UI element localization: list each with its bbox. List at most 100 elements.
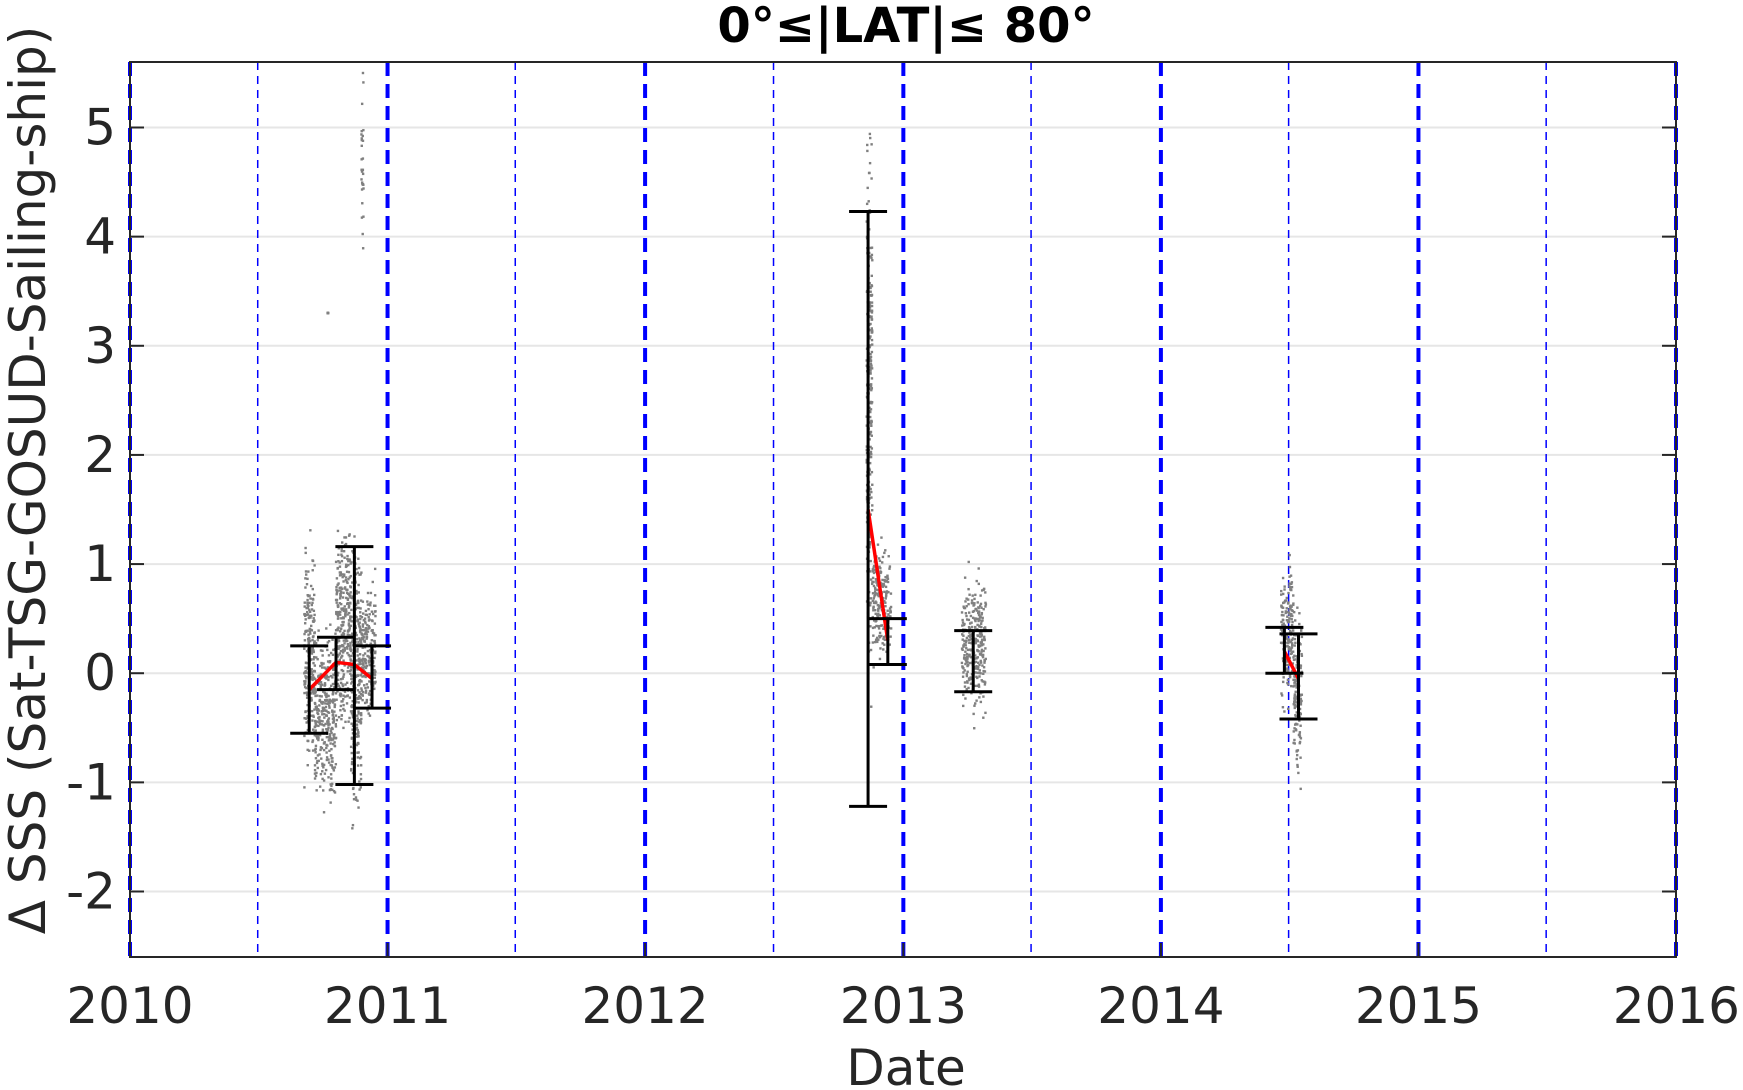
- data-point: [333, 741, 336, 744]
- data-point: [331, 760, 334, 763]
- data-point: [1291, 614, 1294, 618]
- data-point: [322, 766, 325, 769]
- data-point: [336, 614, 340, 617]
- data-point: [356, 728, 359, 732]
- data-point: [1290, 618, 1293, 621]
- data-point: [868, 356, 872, 359]
- data-point: [1286, 683, 1290, 686]
- data-point: [362, 619, 366, 622]
- data-point: [1294, 695, 1298, 698]
- data-point: [367, 615, 370, 619]
- data-point: [348, 576, 351, 579]
- data-point: [870, 422, 873, 425]
- data-point: [1299, 787, 1302, 791]
- data-point: [357, 663, 360, 666]
- data-point: [1293, 738, 1296, 742]
- data-point: [984, 601, 987, 605]
- data-point: [883, 551, 886, 555]
- data-point: [319, 683, 323, 687]
- data-point: [371, 612, 375, 616]
- data-point: [315, 771, 318, 775]
- data-point: [361, 625, 365, 628]
- data-point: [334, 725, 338, 728]
- data-point: [973, 602, 976, 605]
- data-point: [869, 445, 872, 449]
- data-point: [373, 622, 377, 625]
- data-point: [313, 640, 316, 643]
- data-point: [350, 760, 354, 764]
- data-point: [874, 609, 877, 612]
- data-point: [365, 701, 368, 704]
- data-point: [361, 600, 365, 603]
- data-point: [887, 613, 890, 616]
- data-point: [334, 560, 338, 564]
- data-point: [868, 541, 872, 544]
- error-bar: [1279, 632, 1318, 721]
- data-point: [872, 566, 875, 569]
- data-point: [869, 433, 872, 436]
- data-point: [1288, 617, 1291, 620]
- data-point: [968, 641, 971, 644]
- data-point: [966, 657, 969, 660]
- data-point: [869, 362, 873, 366]
- data-point: [964, 641, 968, 644]
- error-bars: [290, 210, 1318, 808]
- data-point: [342, 609, 346, 613]
- data-point: [349, 641, 352, 645]
- data-point: [308, 627, 312, 631]
- data-point: [311, 739, 315, 742]
- data-point: [354, 572, 358, 575]
- data-point: [348, 626, 351, 630]
- data-point: [357, 710, 360, 713]
- data-point: [328, 698, 331, 701]
- data-point: [883, 600, 886, 603]
- data-point: [325, 709, 328, 713]
- data-point: [349, 644, 352, 647]
- data-point: [304, 618, 307, 621]
- data-point: [331, 653, 335, 657]
- data-point: [359, 639, 363, 642]
- data-point: [976, 623, 979, 627]
- data-point: [343, 709, 346, 712]
- data-point: [312, 661, 315, 665]
- data-point: [884, 601, 887, 604]
- data-point: [341, 648, 345, 652]
- data-point: [881, 642, 884, 645]
- data-point: [331, 699, 334, 702]
- data-point: [361, 666, 364, 669]
- data-point: [315, 656, 318, 659]
- data-point: [1290, 670, 1294, 673]
- data-point: [984, 603, 988, 606]
- data-point: [360, 158, 363, 161]
- data-point: [1295, 666, 1298, 669]
- data-point: [359, 607, 362, 610]
- data-point: [870, 470, 874, 474]
- data-point: [360, 717, 363, 721]
- data-point: [367, 705, 370, 708]
- data-point: [984, 657, 987, 661]
- plot-area: 5 4 3 2 1 0 -1 -2 2010 2011 2012 2013 2014 2015 2016: [66, 61, 1740, 1035]
- data-point: [348, 655, 352, 658]
- data-point: [1298, 731, 1302, 734]
- data-point: [866, 186, 869, 190]
- data-point: [341, 616, 345, 619]
- data-point: [314, 757, 318, 760]
- data-point: [879, 567, 882, 570]
- data-point: [356, 742, 359, 745]
- data-point: [347, 559, 350, 563]
- data-point: [888, 643, 891, 646]
- data-point: [332, 673, 335, 676]
- data-point: [312, 688, 315, 692]
- x-tick-label: 2015: [1355, 977, 1482, 1035]
- data-point: [970, 637, 973, 641]
- data-point: [308, 639, 312, 643]
- data-point: [1298, 742, 1301, 745]
- data-point: [342, 550, 346, 553]
- data-point: [348, 696, 352, 699]
- data-point: [347, 622, 351, 625]
- data-point: [332, 648, 335, 652]
- data-point: [879, 647, 882, 650]
- data-point: [359, 692, 363, 696]
- data-point: [1281, 592, 1285, 596]
- data-point: [321, 764, 324, 767]
